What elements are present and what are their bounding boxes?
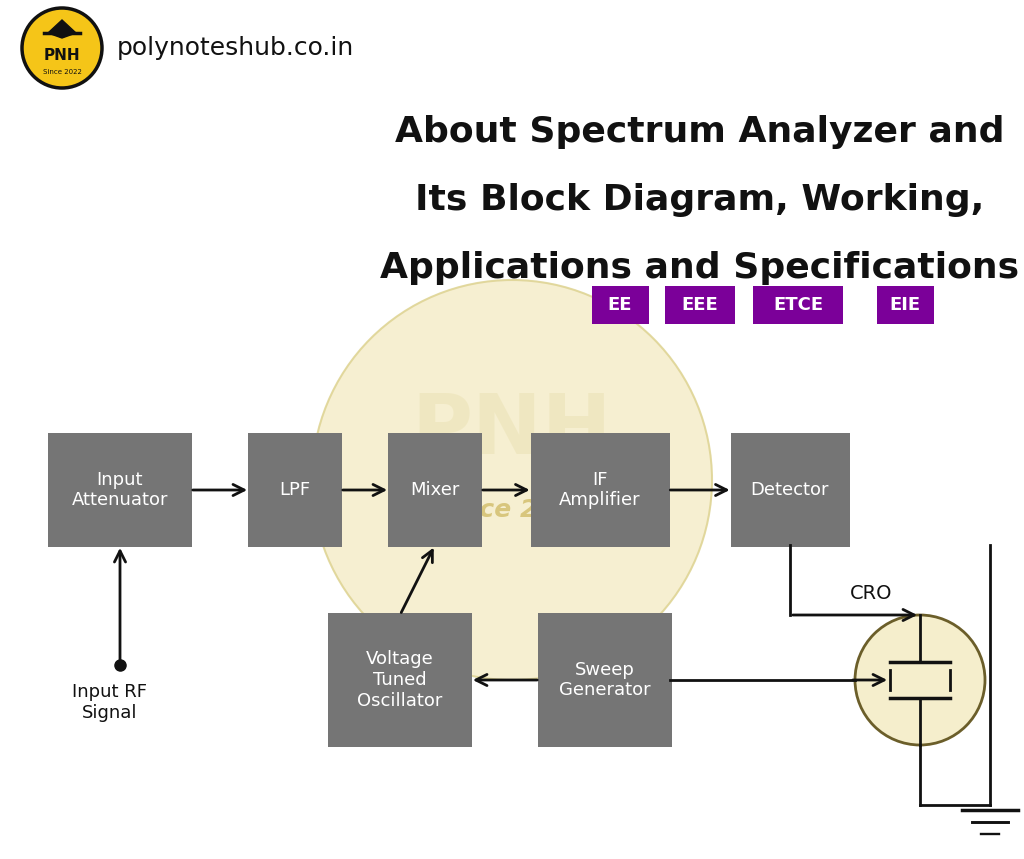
Polygon shape <box>48 20 76 38</box>
Text: PNH: PNH <box>44 48 80 64</box>
FancyBboxPatch shape <box>730 433 850 547</box>
Text: Input RF
Signal: Input RF Signal <box>73 683 147 722</box>
FancyBboxPatch shape <box>530 433 670 547</box>
Text: Since 2022: Since 2022 <box>435 498 589 522</box>
Text: LPF: LPF <box>280 481 310 499</box>
Text: Since 2022: Since 2022 <box>43 69 82 75</box>
Text: Input
Attenuator: Input Attenuator <box>72 471 168 509</box>
FancyBboxPatch shape <box>248 433 342 547</box>
Text: Mixer: Mixer <box>411 481 460 499</box>
FancyBboxPatch shape <box>665 286 735 324</box>
Text: EIE: EIE <box>890 296 921 314</box>
Text: Sweep
Generator: Sweep Generator <box>559 661 651 699</box>
Text: PNH: PNH <box>412 389 612 471</box>
FancyBboxPatch shape <box>328 613 472 747</box>
Text: ETCE: ETCE <box>773 296 823 314</box>
FancyBboxPatch shape <box>388 433 482 547</box>
FancyBboxPatch shape <box>753 286 843 324</box>
FancyBboxPatch shape <box>877 286 934 324</box>
Text: Detector: Detector <box>751 481 829 499</box>
FancyBboxPatch shape <box>48 433 193 547</box>
Text: polynoteshub.co.in: polynoteshub.co.in <box>117 36 354 60</box>
Text: EEE: EEE <box>682 296 719 314</box>
FancyBboxPatch shape <box>592 286 648 324</box>
Text: EE: EE <box>608 296 632 314</box>
Circle shape <box>312 280 712 680</box>
Text: Applications and Specifications: Applications and Specifications <box>381 251 1020 285</box>
Circle shape <box>855 615 985 745</box>
Circle shape <box>22 8 102 88</box>
Text: Voltage
Tuned
Oscillator: Voltage Tuned Oscillator <box>357 650 442 710</box>
Text: Its Block Diagram, Working,: Its Block Diagram, Working, <box>416 183 985 217</box>
FancyBboxPatch shape <box>538 613 672 747</box>
Text: IF
Amplifier: IF Amplifier <box>559 471 641 509</box>
Text: CRO: CRO <box>850 584 893 603</box>
Text: About Spectrum Analyzer and: About Spectrum Analyzer and <box>395 115 1005 149</box>
